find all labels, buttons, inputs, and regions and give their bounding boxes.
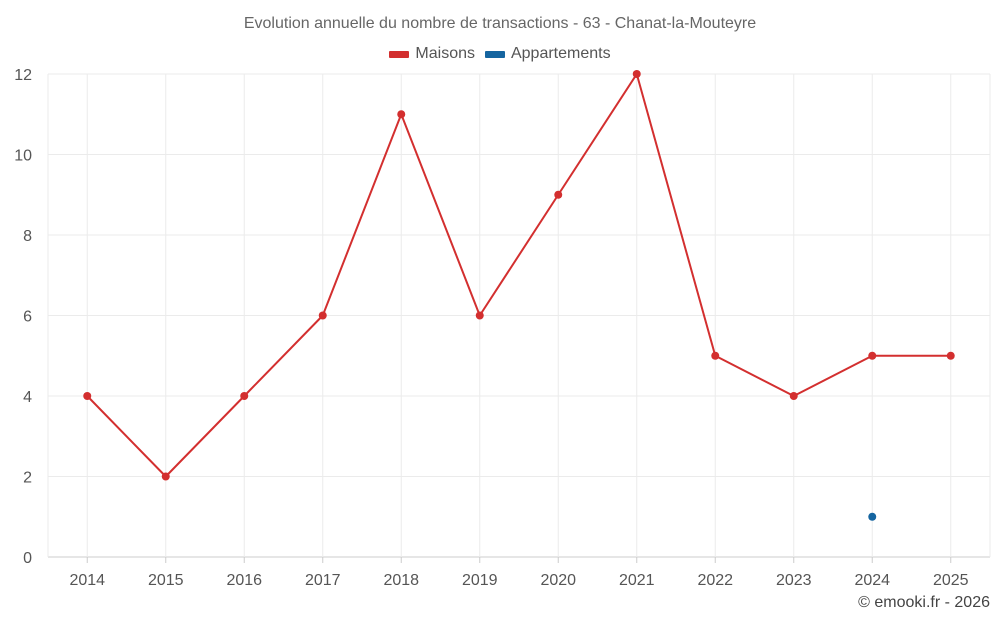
legend-label-appartements: Appartements bbox=[510, 45, 611, 62]
data-point-maisons bbox=[946, 351, 955, 360]
data-point-maisons bbox=[711, 351, 720, 360]
data-point-maisons bbox=[83, 392, 92, 400]
y-tick-label: 2 bbox=[23, 470, 32, 487]
series-line-maisons bbox=[86, 73, 951, 478]
data-point-maisons bbox=[868, 351, 877, 360]
data-point-maisons bbox=[789, 392, 798, 400]
chart-title: Evolution annuelle du nombre de transact… bbox=[243, 15, 757, 32]
x-tick-label: 2016 bbox=[226, 572, 262, 589]
credit-text: © emooki.fr - 2026 bbox=[858, 594, 990, 611]
series bbox=[83, 70, 955, 521]
axes: 0 2 4 6 8 10 12 2014 2015 2016 2017 2018 2019 2020 202… bbox=[14, 67, 968, 589]
y-tick-label: 8 bbox=[23, 228, 32, 245]
grid bbox=[47, 73, 991, 558]
y-tick-label: 12 bbox=[14, 67, 32, 84]
data-point-maisons bbox=[475, 311, 484, 320]
legend-swatch-appartements bbox=[484, 50, 505, 58]
data-point-appartements bbox=[868, 512, 877, 521]
legend-swatch-maisons bbox=[389, 50, 410, 58]
data-point-maisons bbox=[161, 472, 170, 481]
x-tick-label: 2019 bbox=[462, 572, 498, 589]
data-point-maisons bbox=[554, 190, 563, 199]
y-tick-label: 10 bbox=[14, 148, 32, 165]
x-tick-label: 2014 bbox=[69, 572, 105, 589]
x-tick-label: 2023 bbox=[776, 572, 812, 589]
x-tick-label: 2021 bbox=[619, 572, 655, 589]
x-tick-label: 2022 bbox=[697, 572, 733, 589]
data-point-maisons bbox=[240, 392, 249, 400]
x-tick-label: 2015 bbox=[148, 572, 184, 589]
x-tick-label: 2018 bbox=[383, 572, 419, 589]
legend-label-maisons: Maisons bbox=[415, 45, 475, 62]
data-point-maisons bbox=[318, 311, 327, 320]
x-tick-label: 2025 bbox=[933, 572, 969, 589]
x-tick-label: 2020 bbox=[540, 572, 576, 589]
x-tick-label: 2017 bbox=[305, 572, 341, 589]
data-point-maisons bbox=[632, 70, 641, 78]
x-tick-label: 2024 bbox=[854, 572, 890, 589]
y-tick-label: 4 bbox=[23, 389, 32, 406]
legend: Maisons Appartements bbox=[0, 45, 1000, 63]
y-tick-label: 6 bbox=[23, 309, 32, 326]
legend-item-maisons[interactable]: Maisons bbox=[389, 45, 475, 63]
y-tick-label: 0 bbox=[23, 550, 32, 567]
data-point-maisons bbox=[397, 110, 406, 119]
legend-item-appartements[interactable]: Appartements bbox=[484, 45, 611, 63]
